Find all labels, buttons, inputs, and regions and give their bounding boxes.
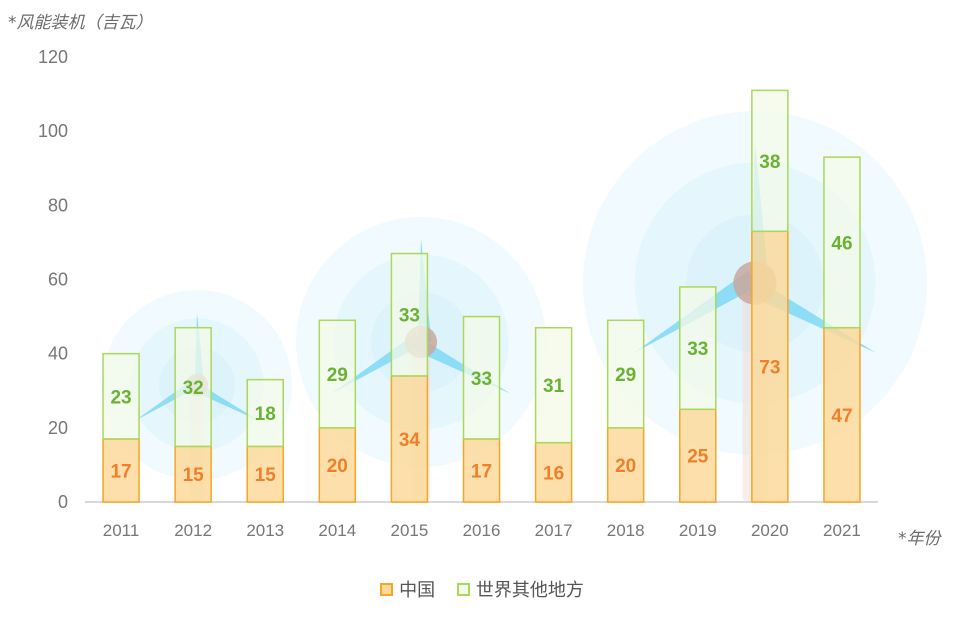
y-tick-label: 120 (38, 47, 68, 67)
bar-world (390, 252, 429, 377)
bar-world (102, 352, 140, 440)
data-label-china: 15 (255, 465, 277, 486)
data-label-world: 46 (831, 233, 852, 254)
bar-world (246, 378, 284, 448)
bar-china (102, 438, 140, 503)
data-label-china: 15 (183, 465, 205, 486)
data-label-world: 33 (687, 339, 708, 360)
bar-china (823, 326, 861, 503)
data-label-china: 17 (110, 461, 131, 482)
bar-china (318, 427, 357, 503)
bar-world (679, 286, 717, 411)
bar-china (246, 445, 284, 503)
data-label-china: 73 (759, 358, 780, 379)
y-tick-label: 20 (48, 418, 68, 438)
x-tick-label: 2015 (390, 521, 428, 540)
data-label-world: 29 (615, 365, 636, 386)
data-label-world: 18 (255, 404, 276, 425)
legend: 中国 世界其他地方 (0, 576, 964, 602)
x-tick-label: 2019 (679, 521, 717, 540)
bar-world (174, 326, 212, 448)
y-tick-label: 60 (48, 270, 68, 290)
x-tick-label: 2014 (318, 521, 356, 540)
y-tick-label: 80 (48, 195, 68, 215)
bar-world (462, 315, 501, 440)
bar-china (174, 445, 212, 503)
data-label-china: 25 (687, 447, 709, 468)
x-tick-label: 2013 (246, 521, 284, 540)
y-axis-label: *风能装机（吉瓦） (8, 13, 153, 33)
x-tick-label: 2018 (607, 521, 645, 540)
bar-world (534, 326, 573, 444)
legend-swatch-china (380, 582, 394, 596)
data-label-china: 47 (831, 406, 852, 427)
bar-world (318, 319, 357, 429)
bar-china (462, 438, 501, 503)
data-label-world: 29 (327, 365, 348, 386)
y-tick-label: 40 (48, 344, 68, 364)
y-tick-label: 0 (58, 492, 68, 512)
data-label-china: 20 (615, 456, 636, 477)
data-label-world: 33 (399, 306, 420, 327)
bar-world (606, 319, 645, 429)
x-axis-label: *年份 (898, 529, 941, 549)
data-label-world: 32 (183, 378, 204, 399)
data-label-china: 17 (471, 461, 492, 482)
legend-label-world: 世界其他地方 (475, 580, 584, 601)
data-label-world: 33 (471, 369, 492, 390)
x-tick-label: 2012 (174, 521, 212, 540)
legend-swatch-world (456, 582, 470, 596)
data-label-world: 38 (759, 152, 780, 173)
data-label-world: 23 (110, 387, 131, 408)
legend-item-china: 中国 (380, 576, 435, 602)
data-label-world: 31 (543, 376, 565, 397)
x-tick-label: 2020 (751, 521, 789, 540)
data-label-china: 34 (399, 430, 421, 451)
data-label-china: 16 (543, 463, 564, 484)
x-tick-label: 2016 (463, 521, 501, 540)
x-tick-label: 2021 (823, 521, 861, 540)
x-tick-label: 2011 (103, 521, 140, 540)
bar-world (823, 156, 861, 329)
x-tick-label: 2017 (535, 521, 573, 540)
data-label-china: 20 (327, 456, 348, 477)
legend-item-world: 世界其他地方 (456, 576, 584, 602)
bar-world (751, 89, 789, 233)
y-tick-label: 100 (38, 121, 68, 141)
legend-label-china: 中国 (399, 580, 436, 601)
bar-china (751, 230, 789, 503)
bar-china (679, 408, 717, 503)
